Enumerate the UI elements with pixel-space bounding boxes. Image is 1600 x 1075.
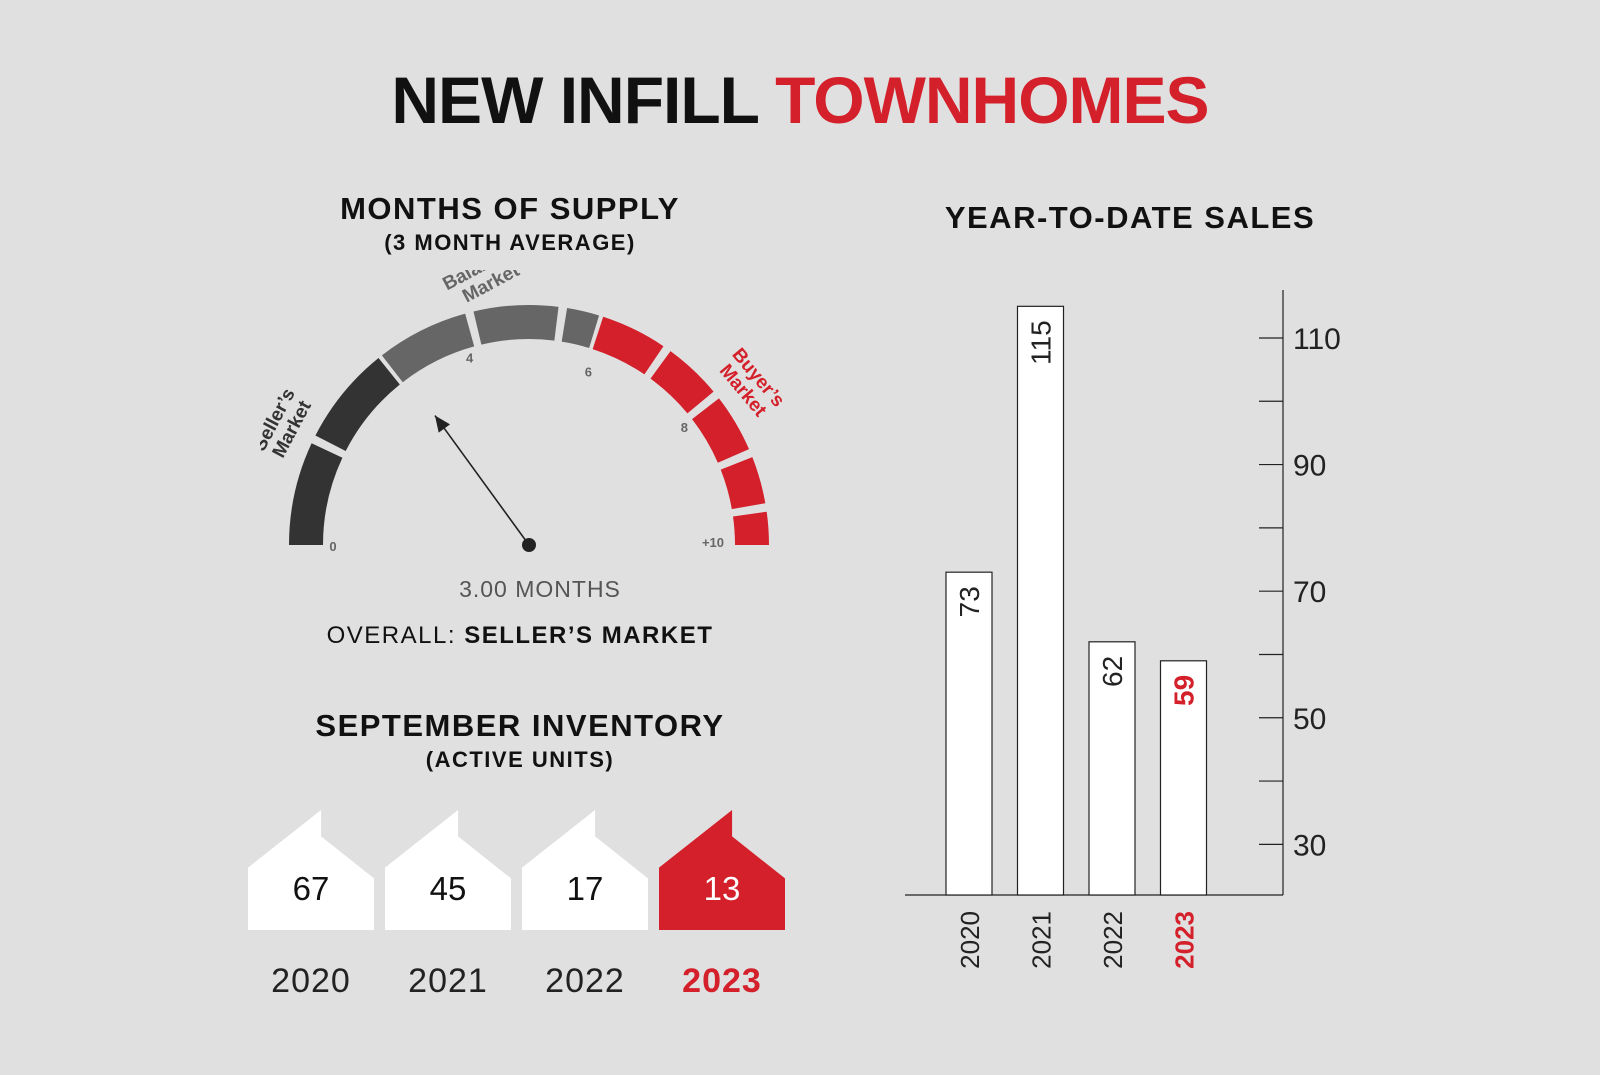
gauge-segment <box>289 443 343 545</box>
inventory-value: 13 <box>703 870 741 907</box>
inventory-subtitle: (ACTIVE UNITS) <box>425 747 615 772</box>
inventory-houses: 67 2020 45 2021 17 2022 13 2023 <box>240 810 800 1010</box>
gauge-segment <box>650 351 714 414</box>
gauge-segment <box>720 457 766 510</box>
y-tick-label: 50 <box>1293 703 1326 736</box>
overall-market: OVERALL: SELLER’S MARKET <box>300 622 740 650</box>
overall-value: SELLER’S MARKET <box>464 622 714 649</box>
inventory-house: 13 <box>659 810 785 930</box>
gauge-segment <box>315 358 400 452</box>
bar <box>1016 305 1065 896</box>
overall-label: OVERALL: <box>326 622 457 649</box>
inventory-house: 45 <box>385 810 511 930</box>
bar-value-label: 73 <box>954 586 985 617</box>
inventory-value: 67 <box>292 870 330 907</box>
months-of-supply-gauge: 0468+10Seller’sMarketBalancedMarketBuyer… <box>260 270 788 554</box>
supply-title: MONTHS OF SUPPLY <box>340 191 680 226</box>
title-black: NEW INFILL <box>391 63 758 137</box>
y-tick-label: 110 <box>1293 323 1341 356</box>
inventory-year: 2021 <box>408 962 488 1000</box>
bar-value-label: 62 <box>1097 656 1128 687</box>
inventory-year: 2023 <box>682 962 762 1000</box>
gauge-needle-hub <box>522 538 536 552</box>
x-tick-label: 2020 <box>955 911 985 969</box>
y-tick-label: 30 <box>1293 829 1326 862</box>
inventory-value: 17 <box>566 870 604 907</box>
gauge-tick-label: 4 <box>466 350 474 365</box>
gauge-tick-label: 6 <box>585 364 592 379</box>
gauge-segment <box>561 308 600 348</box>
gauge-needle <box>434 415 530 546</box>
page-title: NEW INFILL TOWNHOMES <box>0 62 1600 138</box>
inventory-house: 67 <box>248 810 374 930</box>
inventory-value: 45 <box>429 870 467 907</box>
inventory-title: SEPTEMBER INVENTORY <box>315 708 725 743</box>
gauge-segment <box>692 398 750 463</box>
supply-subtitle: (3 MONTH AVERAGE) <box>384 230 636 255</box>
bar-value-label: 59 <box>1169 675 1200 706</box>
gauge-tick-label: +10 <box>702 535 724 550</box>
gauge-tick-label: 8 <box>681 420 688 435</box>
gauge-segment <box>592 316 664 375</box>
gauge-segment <box>473 305 559 345</box>
inventory-year: 2020 <box>271 962 351 1000</box>
ytd-sales-chart: 30 50 70 90 110 73 2020 115 2021 62 2022 59 2023 <box>905 290 1341 969</box>
inventory-house: 17 <box>522 810 648 930</box>
y-tick-label: 70 <box>1293 576 1326 609</box>
gauge-needle-arrowhead <box>434 415 451 433</box>
y-tick-label: 90 <box>1293 450 1326 483</box>
gauge-tick-label: 0 <box>329 539 336 554</box>
x-tick-label: 2022 <box>1098 911 1128 969</box>
x-tick-label: 2021 <box>1027 911 1057 969</box>
gauge-segment <box>733 511 769 545</box>
bar <box>945 571 993 896</box>
x-tick-label: 2023 <box>1170 911 1200 969</box>
gauge-segment <box>381 313 475 383</box>
bar <box>1159 660 1208 896</box>
gauge-reading: 3.00 MONTHS <box>459 576 621 602</box>
sales-title: YEAR-TO-DATE SALES <box>944 200 1316 235</box>
inventory-year: 2022 <box>545 962 625 1000</box>
title-red: TOWNHOMES <box>775 63 1209 137</box>
bar-value-label: 115 <box>1026 320 1057 365</box>
bar <box>1088 641 1136 896</box>
